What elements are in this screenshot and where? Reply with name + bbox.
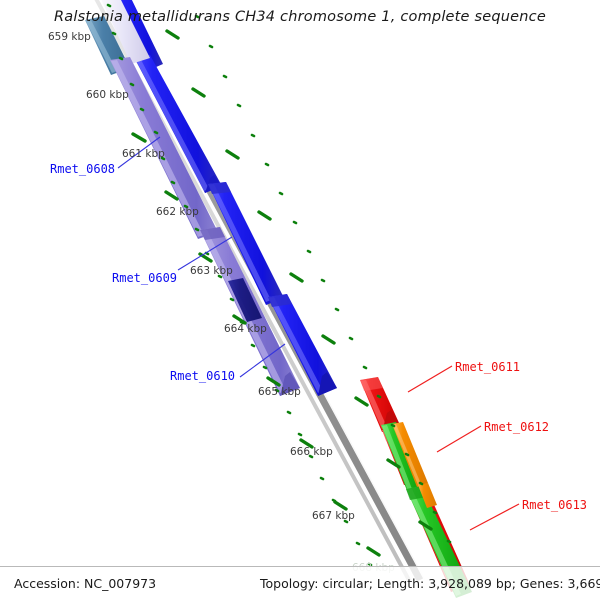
genome-summary-text: Topology: circular; Length: 3,928,089 bp… <box>260 576 600 591</box>
ruler-label: 661 kbp <box>122 148 165 160</box>
ruler-label: 660 kbp <box>86 89 129 101</box>
gene-arrow-reverse-icon[interactable] <box>418 483 437 508</box>
ruler-label: 662 kbp <box>156 206 199 218</box>
gene-label-leader-lines <box>117 136 520 531</box>
gene-arrow-forward-icon[interactable] <box>110 57 218 239</box>
ruler-label: 667 kbp <box>312 510 355 522</box>
gene-label-rmet_0608[interactable]: Rmet_0608 <box>50 162 116 176</box>
gene-arrow-forward-icon[interactable] <box>95 0 150 64</box>
gene-arrow-forward-icon[interactable] <box>268 294 337 396</box>
gene-label-rmet_0612[interactable]: Rmet_0612 <box>484 420 550 434</box>
ruler-label: 659 kbp <box>48 31 91 43</box>
gene-track-forward-lavender[interactable] <box>85 0 300 396</box>
ruler-label: 666 kbp <box>290 446 333 458</box>
gene-track-forward-blue[interactable] <box>104 0 337 396</box>
gene-label-rmet_0613[interactable]: Rmet_0613 <box>522 498 588 512</box>
status-bar: Accession: NC_007973 Topology: circular;… <box>0 566 600 600</box>
gene-label-rmet_0609[interactable]: Rmet_0609 <box>112 271 178 285</box>
ruler-label: 664 kbp <box>224 323 267 335</box>
leader-rmet-0610 <box>239 343 286 378</box>
leader-rmet-0612 <box>436 425 482 453</box>
gene-arrow-forward-icon[interactable] <box>228 278 262 322</box>
ruler-label: 663 kbp <box>190 265 233 277</box>
gene-arrow-forward-icon[interactable] <box>208 182 284 305</box>
gene-label-rmet_0610[interactable]: Rmet_0610 <box>170 369 236 383</box>
leader-rmet-0609 <box>177 236 233 271</box>
leader-rmet-0608 <box>117 136 161 169</box>
gene-label-rmet_0611[interactable]: Rmet_0611 <box>455 360 521 374</box>
leader-rmet-0611 <box>407 365 453 393</box>
ruler-tick-group <box>106 3 452 567</box>
accession-text: Accession: NC_007973 <box>14 576 157 591</box>
leader-rmet-0613 <box>469 503 520 531</box>
ruler-label: 665 kbp <box>258 386 301 398</box>
